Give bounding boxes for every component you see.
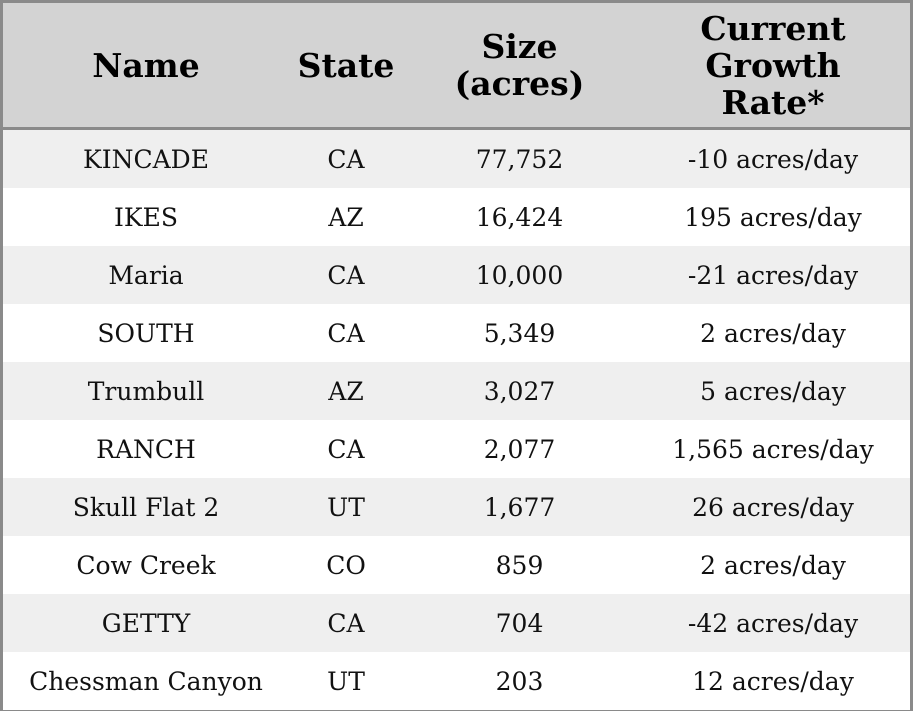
cell-name: SOUTH bbox=[3, 304, 289, 362]
cell-size: 2,077 bbox=[403, 420, 636, 478]
table-row: Cow Creek CO 859 2 acres/day bbox=[3, 536, 910, 594]
table-row: KINCADE CA 77,752 -10 acres/day bbox=[3, 128, 910, 188]
table-row: GETTY CA 704 -42 acres/day bbox=[3, 594, 910, 652]
cell-name: KINCADE bbox=[3, 128, 289, 188]
header-size-line2: (acres) bbox=[454, 64, 585, 103]
header-name-label: Name bbox=[92, 45, 200, 85]
cell-size: 5,349 bbox=[403, 304, 636, 362]
cell-name: IKES bbox=[3, 188, 289, 246]
table-row: Maria CA 10,000 -21 acres/day bbox=[3, 246, 910, 304]
table-row: IKES AZ 16,424 195 acres/day bbox=[3, 188, 910, 246]
table-row: SOUTH CA 5,349 2 acres/day bbox=[3, 304, 910, 362]
cell-state: AZ bbox=[289, 188, 403, 246]
cell-size: 10,000 bbox=[403, 246, 636, 304]
cell-growth-rate: -42 acres/day bbox=[636, 594, 910, 652]
cell-size: 3,027 bbox=[403, 362, 636, 420]
table-row: Chessman Canyon UT 203 12 acres/day bbox=[3, 652, 910, 710]
cell-size: 203 bbox=[403, 652, 636, 710]
table-row: Skull Flat 2 UT 1,677 26 acres/day bbox=[3, 478, 910, 536]
cell-state: CA bbox=[289, 246, 403, 304]
cell-growth-rate: 2 acres/day bbox=[636, 304, 910, 362]
cell-size: 1,677 bbox=[403, 478, 636, 536]
cell-name: Skull Flat 2 bbox=[3, 478, 289, 536]
header-state-label: State bbox=[297, 45, 395, 85]
cell-growth-rate: 12 acres/day bbox=[636, 652, 910, 710]
cell-size: 77,752 bbox=[403, 128, 636, 188]
cell-state: UT bbox=[289, 478, 403, 536]
fires-table: Name State Size (acres) Current Growth Rate… bbox=[3, 3, 910, 710]
cell-growth-rate: -21 acres/day bbox=[636, 246, 910, 304]
table-row: RANCH CA 2,077 1,565 acres/day bbox=[3, 420, 910, 478]
cell-size: 704 bbox=[403, 594, 636, 652]
table-row: Trumbull AZ 3,027 5 acres/day bbox=[3, 362, 910, 420]
cell-growth-rate: 2 acres/day bbox=[636, 536, 910, 594]
header-rate-line1: Current bbox=[700, 8, 846, 48]
cell-name: Chessman Canyon bbox=[3, 652, 289, 710]
cell-size: 16,424 bbox=[403, 188, 636, 246]
header-rate-line3: Rate* bbox=[721, 82, 825, 122]
header-name: Name bbox=[3, 3, 289, 130]
cell-name: Trumbull bbox=[3, 362, 289, 420]
header-size: Size (acres) bbox=[403, 3, 636, 130]
cell-growth-rate: 1,565 acres/day bbox=[636, 420, 910, 478]
cell-state: CA bbox=[289, 420, 403, 478]
cell-size: 859 bbox=[403, 536, 636, 594]
cell-growth-rate: 26 acres/day bbox=[636, 478, 910, 536]
cell-state: CO bbox=[289, 536, 403, 594]
cell-name: Cow Creek bbox=[3, 536, 289, 594]
cell-growth-rate: 195 acres/day bbox=[636, 188, 910, 246]
cell-growth-rate: -10 acres/day bbox=[636, 128, 910, 188]
header-state: State bbox=[289, 3, 403, 130]
cell-state: CA bbox=[289, 594, 403, 652]
header-row: Name State Size (acres) Current Growth Rate… bbox=[3, 3, 910, 130]
cell-state: UT bbox=[289, 652, 403, 710]
cell-state: CA bbox=[289, 128, 403, 188]
header-size-line1: Size bbox=[481, 27, 558, 66]
table-body: KINCADE CA 77,752 -10 acres/day IKES AZ … bbox=[3, 128, 910, 710]
header-growth-rate: Current Growth Rate* bbox=[636, 3, 910, 130]
table-header: Name State Size (acres) Current Growth Rate… bbox=[3, 3, 910, 130]
cell-growth-rate: 5 acres/day bbox=[636, 362, 910, 420]
cell-name: GETTY bbox=[3, 594, 289, 652]
header-rate-line2: Growth bbox=[705, 45, 841, 85]
cell-state: AZ bbox=[289, 362, 403, 420]
cell-name: Maria bbox=[3, 246, 289, 304]
cell-state: CA bbox=[289, 304, 403, 362]
cell-name: RANCH bbox=[3, 420, 289, 478]
